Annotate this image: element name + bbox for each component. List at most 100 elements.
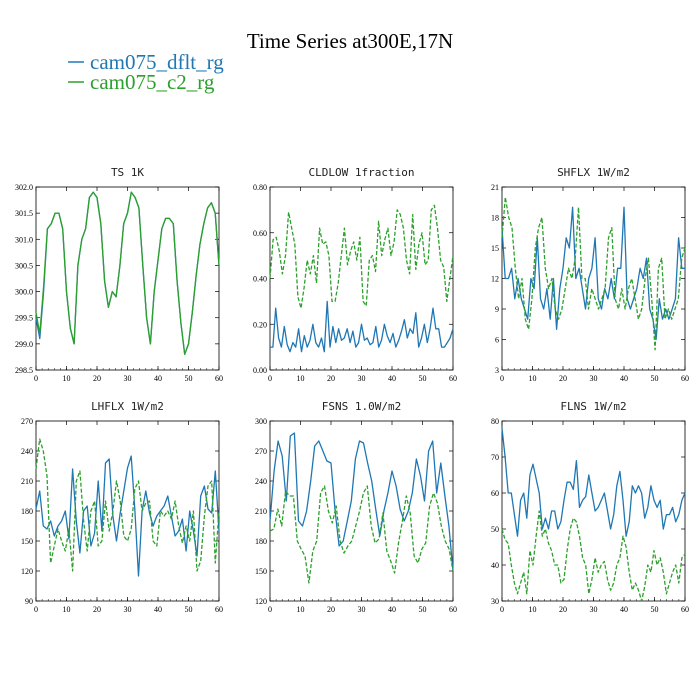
y-tick-label: 302.0 (15, 183, 33, 192)
panel-3: SHFLX 1W/m2 0 10 20 30 40 50 60 3 6 9 12 15 18 21 (491, 166, 689, 383)
panel-title: LHFLX 1W/m2 (91, 400, 164, 413)
x-tick-label: 10 (297, 605, 305, 614)
x-tick-label: 50 (185, 605, 193, 614)
x-tick-label: 20 (93, 605, 101, 614)
y-tick-label: 30 (491, 597, 499, 606)
y-tick-label: 60 (491, 489, 499, 498)
series-line-dflt (35, 191, 220, 355)
y-tick-label: 18 (491, 214, 499, 223)
panels: TS 1K0 10 20 30 40 50 60298.5299.0299.5300.030… (15, 166, 689, 614)
x-tick-label: 50 (419, 374, 427, 383)
y-tick-label: 270 (21, 417, 33, 426)
y-tick-label: 210 (255, 507, 267, 516)
panel-title: FLNS 1W/m2 (560, 400, 626, 413)
y-tick-label: 0.20 (253, 320, 267, 329)
x-tick-label: 40 (620, 605, 628, 614)
figure-title: Time Series at300E,17N (247, 29, 453, 53)
x-tick-label: 0 (500, 374, 504, 383)
y-tick-label: 6 (495, 336, 499, 345)
y-tick-label: 0.00 (253, 366, 267, 375)
x-tick-label: 60 (215, 605, 223, 614)
x-tick-label: 50 (419, 605, 427, 614)
x-tick-label: 40 (154, 374, 162, 383)
y-tick-label: 40 (491, 561, 499, 570)
x-tick-label: 0 (34, 605, 38, 614)
legend-label-c2: cam075_c2_rg (90, 70, 215, 94)
panel-1: TS 1K 0 10 20 30 40 50 60 298.5 299.0 299.5 300.0 30… (15, 166, 223, 383)
x-tick-label: 20 (559, 374, 567, 383)
y-tick-label: 210 (21, 477, 33, 486)
x-tick-label: 20 (327, 374, 335, 383)
x-tick-label: 40 (388, 605, 396, 614)
y-tick-label: 12 (491, 275, 499, 284)
x-tick-label: 10 (63, 605, 71, 614)
x-tick-label: 60 (681, 374, 689, 383)
x-tick-label: 30 (124, 374, 132, 383)
y-tick-label: 0.40 (253, 275, 267, 284)
x-tick-label: 50 (185, 374, 193, 383)
series-line-c2 (269, 485, 454, 584)
y-tick-label: 299.5 (15, 314, 33, 323)
panel-4: LHFLX 1W/m2 0 10 20 30 40 50 60 90 120 150 180 210 24… (21, 400, 223, 614)
x-tick-label: 10 (63, 374, 71, 383)
x-tick-label: 20 (327, 605, 335, 614)
y-tick-label: 150 (255, 567, 267, 576)
y-tick-label: 3 (495, 366, 499, 375)
plot-frame (35, 420, 220, 602)
panel-6: FLNS 1W/m2 0 10 20 30 40 50 60 30 40 50 60 70 80 (491, 400, 689, 614)
panel-2: CLDLOW 1fraction 0 10 20 30 40 50 60 0.00 0.20 0.4… (253, 166, 457, 383)
series-line-c2 (501, 196, 686, 351)
x-tick-label: 40 (620, 374, 628, 383)
y-tick-label: 80 (491, 417, 499, 426)
y-tick-label: 301.0 (15, 235, 33, 244)
plot-frame (501, 420, 686, 602)
x-tick-label: 50 (651, 374, 659, 383)
y-tick-label: 70 (491, 453, 499, 462)
y-tick-label: 21 (491, 183, 499, 192)
panel-title: CLDLOW 1fraction (309, 166, 415, 179)
panel-title: SHFLX 1W/m2 (557, 166, 630, 179)
y-tick-label: 300.0 (15, 288, 33, 297)
y-tick-label: 299.0 (15, 340, 33, 349)
x-tick-label: 30 (358, 605, 366, 614)
y-tick-label: 9 (495, 305, 499, 314)
x-tick-label: 60 (449, 605, 457, 614)
y-tick-label: 240 (21, 447, 33, 456)
series-line-c2 (269, 204, 454, 309)
y-tick-label: 180 (21, 507, 33, 516)
panel-5: FSNS 1.0W/m2 0 10 20 30 40 50 60 120 150 180 210 240… (255, 400, 457, 614)
x-tick-label: 0 (34, 374, 38, 383)
panel-title: FSNS 1.0W/m2 (322, 400, 401, 413)
x-tick-label: 10 (529, 605, 537, 614)
legend-label-dflt: cam075_dflt_rg (90, 50, 224, 74)
y-tick-label: 90 (25, 597, 33, 606)
y-tick-label: 0.60 (253, 229, 267, 238)
y-tick-label: 150 (21, 537, 33, 546)
y-tick-label: 240 (255, 477, 267, 486)
x-tick-label: 10 (297, 374, 305, 383)
x-tick-label: 40 (154, 605, 162, 614)
y-tick-label: 300 (255, 417, 267, 426)
y-tick-label: 180 (255, 537, 267, 546)
x-tick-label: 60 (449, 374, 457, 383)
series-line-c2 (35, 191, 220, 355)
y-tick-label: 15 (491, 244, 499, 253)
series-line-c2 (501, 510, 686, 602)
series-line-dflt (270, 300, 454, 353)
y-tick-label: 120 (21, 567, 33, 576)
x-tick-label: 0 (500, 605, 504, 614)
x-tick-label: 30 (590, 605, 598, 614)
y-tick-label: 120 (255, 597, 267, 606)
x-tick-label: 20 (559, 605, 567, 614)
y-tick-label: 0.80 (253, 183, 267, 192)
panel-title: TS 1K (111, 166, 144, 179)
x-tick-label: 60 (215, 374, 223, 383)
series-line-dflt (269, 432, 454, 572)
series-line-dflt (35, 455, 220, 577)
x-tick-label: 20 (93, 374, 101, 383)
x-tick-label: 30 (358, 374, 366, 383)
x-tick-label: 60 (681, 605, 689, 614)
x-tick-label: 0 (268, 374, 272, 383)
x-tick-label: 10 (529, 374, 537, 383)
